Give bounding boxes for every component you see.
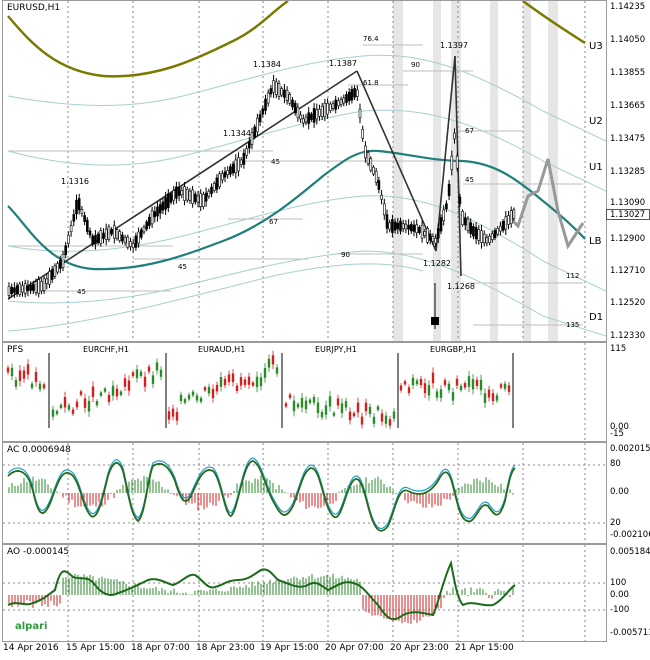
price-tick: 1.13665: [610, 101, 646, 111]
level-u3: U3: [589, 41, 603, 52]
ao-tick: 0.005184: [610, 547, 650, 557]
pfs-tick: 115: [610, 344, 627, 354]
price-tick: 1.14050: [610, 35, 646, 45]
ao-svg: [3, 545, 606, 641]
price-tick: 1.14235: [610, 2, 646, 12]
fib-67-b: 67: [465, 127, 474, 135]
fib-45-a: 45: [77, 288, 86, 296]
symbol-title: EURUSD,H1: [7, 3, 61, 13]
ao-pane[interactable]: AO -0.000145 alpari: [2, 544, 607, 642]
current-price-box: 1.13027: [606, 209, 650, 220]
fib-112: 112: [566, 272, 580, 280]
ac-pane[interactable]: AC 0.0006948: [2, 442, 607, 544]
price-axis: 1.14235 1.14050 1.13855 1.13665 1.13475 …: [606, 0, 650, 341]
ac-tick: -0.002106: [610, 530, 650, 540]
level-u2: U2: [589, 116, 603, 127]
ac-label: AC 0.0006948: [7, 445, 71, 455]
candlesticks: [7, 74, 516, 300]
fib-45-d: 45: [465, 176, 474, 184]
time-tick: 15 Apr 15:00: [66, 643, 125, 653]
time-tick: 20 Apr 23:00: [390, 643, 449, 653]
price-tick: 1.13090: [610, 198, 646, 208]
time-tick: 18 Apr 23:00: [196, 643, 255, 653]
level-d1: D1: [589, 312, 604, 323]
price-mark-1397: 1.1397: [440, 41, 468, 50]
fib-45-b: 45: [178, 263, 187, 271]
price-tick: 1.13475: [610, 134, 646, 144]
time-tick: 19 Apr 15:00: [260, 643, 319, 653]
pfs-svg: [6, 343, 586, 441]
ao-tick: 0.00: [610, 590, 629, 600]
time-tick: 21 Apr 15:00: [455, 643, 514, 653]
fib-764: 76.4: [363, 35, 379, 43]
price-tick: 1.13285: [610, 167, 646, 177]
ao-tick: 100: [610, 578, 627, 588]
price-mark-1268: 1.1268: [447, 282, 475, 291]
pfs-label: PFS: [7, 345, 24, 355]
price-mark-1344: 1.1344: [223, 129, 251, 138]
price-tick: 1.12330: [610, 331, 646, 341]
price-mark-1282: 1.1282: [423, 259, 451, 268]
ac-tick: 80: [610, 459, 621, 469]
price-tick: 1.12710: [610, 266, 646, 276]
level-lb: LB: [589, 236, 602, 247]
ac-tick: 0.00: [610, 487, 629, 497]
main-chart-pane[interactable]: EURUSD,H1: [2, 0, 607, 342]
ac-tick: 20: [610, 518, 621, 528]
ac-axis: 0.002015 80 0.00 20 -0.002106: [606, 442, 650, 542]
pfs-tick: -15: [610, 429, 624, 439]
pfs-symbol-eurjpy: EURJPY,H1: [315, 345, 358, 354]
fib-90-b: 90: [411, 61, 420, 69]
fib-67-a: 67: [269, 218, 278, 226]
upper-band-curve: [7, 1, 289, 78]
baseline-ma: [7, 149, 586, 271]
ao-axis: 0.005184 100 0.00 -100 -0.005711: [606, 544, 650, 640]
price-tick: 1.12520: [610, 298, 646, 308]
price-mark-1316: 1.1316: [61, 177, 89, 186]
level-u1: U1: [589, 162, 603, 173]
ao-tick: -100: [610, 605, 630, 615]
price-mark-1384: 1.1384: [253, 60, 281, 69]
price-mark-1387: 1.1387: [329, 59, 357, 68]
ao-tick: -0.005711: [610, 628, 650, 638]
ac-tick: 0.002015: [610, 444, 650, 454]
ac-svg: [3, 443, 606, 543]
pfs-symbol-euraud: EURAUD,H1: [198, 345, 246, 354]
pfs-symbol-eurgbp: EURGBP,H1: [430, 345, 477, 354]
time-tick: 18 Apr 07:00: [131, 643, 190, 653]
time-tick: 20 Apr 07:00: [325, 643, 384, 653]
pfs-pane[interactable]: PFS EURCHF,H1 EURAUD,H1 EURJPY,H1 EURGBP…: [2, 342, 607, 442]
pfs-symbol-eurchf: EURCHF,H1: [83, 345, 129, 354]
main-chart-svg[interactable]: [3, 1, 606, 341]
time-tick: 14 Apr 2016: [3, 643, 59, 653]
ao-label: AO -0.000145: [7, 547, 70, 557]
alpari-logo: alpari: [15, 621, 48, 632]
price-tick: 1.13855: [610, 68, 646, 78]
pfs-tick: 0.00: [610, 422, 629, 432]
price-tick: 1.12900: [610, 234, 646, 244]
fib-135: 135: [566, 321, 580, 329]
fib-45-c: 45: [271, 158, 280, 166]
fib-90-a: 90: [341, 251, 350, 259]
pfs-axis: 115 0.00 -15: [606, 342, 650, 440]
fib-618: 61.8: [363, 79, 379, 87]
